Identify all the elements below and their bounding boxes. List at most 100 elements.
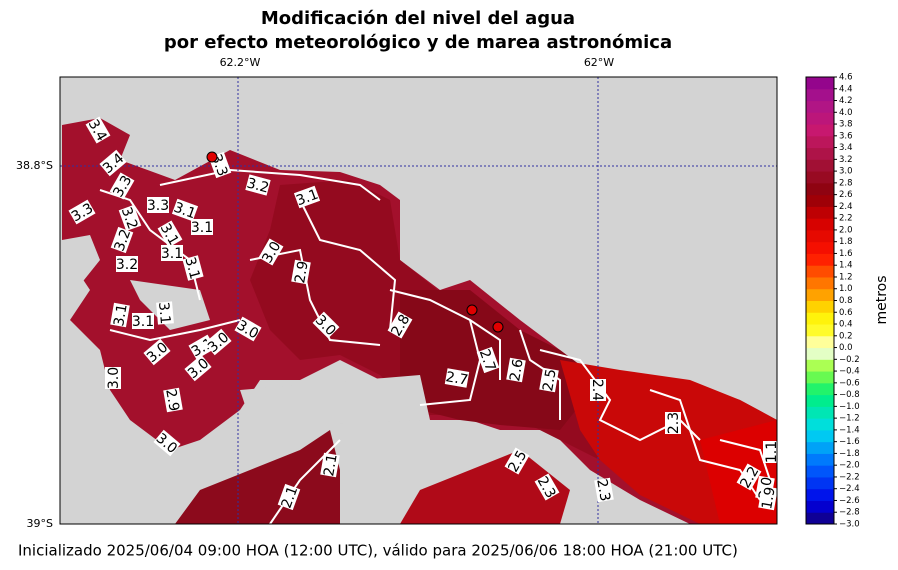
contour-label: 2.3 — [593, 478, 613, 503]
contour-label-box — [182, 255, 204, 281]
contour-label-box — [184, 354, 212, 382]
contour-label: 3.2 — [112, 227, 135, 253]
colorbar-tick-label: −2.6 — [839, 496, 860, 506]
contour-label-group: 2.1 — [320, 452, 341, 478]
contour-label-box — [763, 441, 779, 463]
contour-label: 3.1 — [132, 314, 154, 330]
station-marker — [466, 304, 478, 316]
contour-label-group: 3.2 — [245, 174, 271, 197]
contour-label-box — [191, 219, 213, 235]
colorbar-segment — [806, 112, 834, 125]
colorbar-segment — [806, 441, 834, 454]
contour-label-box — [293, 185, 321, 209]
colorbar-segment — [806, 429, 834, 443]
contour-label: 1.1 — [764, 441, 780, 463]
contour-label: 3.1 — [111, 303, 131, 328]
colorbar-tick-label: 0.4 — [839, 320, 853, 330]
station-marker — [206, 151, 218, 163]
colorbar-tick-label: 3.4 — [839, 143, 853, 153]
contour-label-box — [444, 368, 470, 388]
contour-label-group: 3.1 — [110, 302, 131, 328]
contour-label-box — [539, 367, 559, 393]
colorbar-tick-label: −1.6 — [839, 437, 860, 447]
land-region — [175, 430, 340, 524]
contour-label-box — [116, 256, 138, 272]
colorbar-tick-label: 2.8 — [839, 178, 853, 188]
contour-label-group: 3.1 — [155, 301, 174, 325]
contour-label-box — [594, 477, 614, 503]
colorbar-tick-label: 0.2 — [839, 331, 853, 341]
colorbar-tick-label: −2.0 — [839, 461, 860, 471]
contour-label-box — [291, 259, 311, 285]
station-marker — [492, 321, 504, 333]
colorbar-segment — [806, 476, 834, 490]
contour-label: 3.1 — [181, 255, 202, 281]
colorbar-segment — [806, 276, 834, 290]
contour-label-box — [153, 429, 181, 457]
colorbar-segment — [806, 253, 834, 266]
contour-label-box — [476, 346, 500, 374]
contour-label-group: 2.7 — [476, 346, 500, 374]
contour-label: 3.1 — [155, 301, 173, 325]
contour-label-box — [590, 379, 606, 401]
contour-label-group: 3.1 — [181, 255, 204, 281]
colorbar-tick-label: 3.0 — [839, 167, 853, 177]
title-line: Modificación del nivel del agua — [261, 8, 575, 29]
contour-label-box — [312, 311, 340, 339]
colorbar-label: metros — [874, 275, 890, 324]
contour-label-group: 1.9 — [758, 485, 779, 511]
contour-label: 2.6 — [507, 358, 527, 383]
contour-label: 2.9 — [162, 388, 182, 413]
colorbar-tick-label: 2.4 — [839, 202, 853, 212]
colorbar-tick-label: 0.8 — [839, 296, 853, 306]
contour-label: 2.5 — [540, 368, 560, 393]
contour-label: 2.4 — [589, 379, 605, 401]
contour-label: 3.1 — [161, 246, 183, 262]
colorbar-tick-label: 1.2 — [839, 272, 853, 282]
colorbar-segment — [806, 500, 834, 513]
colorbar-tick-label: 1.6 — [839, 249, 853, 259]
contour-label: 3.1 — [294, 187, 320, 210]
colorbar-tick-label: 0.0 — [839, 343, 853, 353]
colorbar-segment — [806, 382, 834, 396]
contour-label-box — [161, 245, 183, 261]
colorbar-segment — [806, 300, 834, 313]
colorbar-tick-label: 3.2 — [839, 155, 853, 165]
colorbar-tick-label: 2.2 — [839, 214, 853, 224]
title-line: por efecto meteorológico y de marea astr… — [164, 32, 672, 53]
contour-label-group: 3.1 — [161, 245, 183, 262]
colorbar-segment — [806, 147, 834, 160]
contour-label-group: 2.9 — [162, 387, 183, 413]
contour-label-box — [143, 338, 171, 366]
lat-tick-label: 39°S — [27, 517, 53, 530]
contour-label-group: 3.2 — [110, 226, 135, 254]
contour-label-group: 2.7 — [444, 368, 470, 389]
colorbar: −3.0 −2.8 −2.6 −2.4 −2.2−2.0 −1.8 −1.6 −1.4−1.2… — [805, 73, 860, 530]
contour-label: 2.1 — [279, 484, 302, 510]
contour-label-box — [504, 447, 530, 475]
colorbar-tick-label: −3.0 — [839, 520, 860, 530]
contour-label-box — [245, 174, 271, 196]
colorbar-tick-label: −1.4 — [839, 425, 860, 435]
colorbar-tick-label: −2.8 — [839, 508, 860, 518]
contour-label: 3.3 — [147, 198, 169, 214]
colorbar-segment — [806, 88, 834, 102]
contour-label-box — [110, 226, 134, 254]
contour-label-box — [204, 328, 232, 356]
colorbar-segment — [806, 182, 834, 196]
colorbar-segment — [806, 124, 834, 137]
contour-label-group: 3.2 — [116, 256, 138, 273]
colorbar-segment — [806, 218, 834, 231]
colorbar-segment — [806, 406, 834, 419]
colorbar-segment — [806, 418, 834, 431]
contour-label-group: 2.9 — [291, 259, 312, 285]
contour-label-box — [758, 485, 778, 511]
colorbar-segment — [806, 206, 834, 219]
contour-label: 2.7 — [476, 347, 499, 373]
contour-label: 2.7 — [444, 369, 469, 389]
colorbar-tick-label: 0.6 — [839, 308, 853, 318]
contour-label-box — [736, 463, 762, 491]
contour-label: 3.1 — [171, 200, 197, 223]
colorbar-segment — [806, 265, 834, 278]
